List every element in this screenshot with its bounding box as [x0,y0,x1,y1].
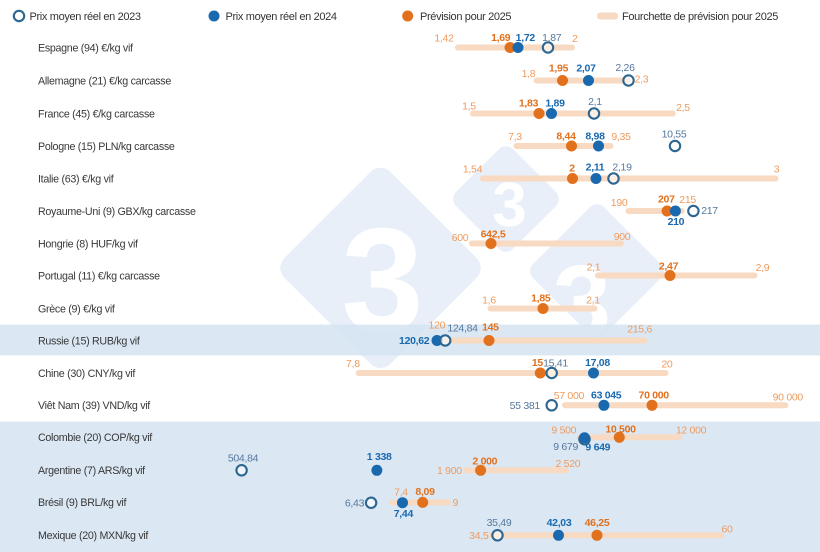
svg-text:Grèce (9) €/kg vif: Grèce (9) €/kg vif [38,303,115,315]
svg-text:7,3: 7,3 [508,131,522,143]
svg-text:Royaume-Uni (9) GBX/kg carcass: Royaume-Uni (9) GBX/kg carcasse [38,206,196,218]
svg-text:2,1: 2,1 [588,96,602,108]
svg-text:Chine (30) CNY/kg vif: Chine (30) CNY/kg vif [38,368,135,380]
svg-text:Italie (63) €/kg vif: Italie (63) €/kg vif [38,173,114,185]
svg-text:504,84: 504,84 [228,453,259,465]
svg-text:12 000: 12 000 [676,425,707,437]
svg-text:2,5: 2,5 [676,102,690,114]
svg-text:8,44: 8,44 [556,131,576,143]
svg-text:Pologne (15) PLN/kg carcasse: Pologne (15) PLN/kg carcasse [38,141,175,153]
svg-text:2,11: 2,11 [586,162,605,174]
svg-text:15,41: 15,41 [543,358,568,370]
svg-text:1,89: 1,89 [545,98,565,110]
svg-text:8,09: 8,09 [415,486,435,498]
svg-text:3: 3 [492,171,526,240]
svg-text:2,3: 2,3 [635,74,649,86]
svg-text:1,87: 1,87 [542,32,562,44]
svg-text:2,47: 2,47 [659,261,679,273]
svg-text:Colombie (20) COP/kg vif: Colombie (20) COP/kg vif [38,432,152,444]
svg-text:7,4: 7,4 [394,486,408,498]
svg-text:120,62: 120,62 [399,335,430,347]
svg-text:2,9: 2,9 [756,262,770,274]
svg-text:France (45) €/kg carcasse: France (45) €/kg carcasse [38,108,155,120]
svg-text:215,6: 215,6 [627,323,652,335]
svg-text:124,84: 124,84 [447,323,478,335]
svg-text:9 500: 9 500 [551,425,576,437]
svg-text:8,98: 8,98 [585,131,605,143]
svg-text:642,5: 642,5 [481,229,506,241]
svg-text:2: 2 [569,163,575,175]
svg-text:6,43: 6,43 [345,498,365,510]
svg-text:Brésil (9) BRL/kg vif: Brésil (9) BRL/kg vif [38,497,126,509]
svg-text:215: 215 [679,194,696,206]
svg-text:2,26: 2,26 [615,62,635,74]
svg-text:42,03: 42,03 [547,517,572,529]
svg-text:2,1: 2,1 [587,262,601,274]
svg-text:2 000: 2 000 [472,456,497,468]
svg-text:Portugal (11) €/kg carcasse: Portugal (11) €/kg carcasse [38,270,160,282]
svg-text:17,08: 17,08 [585,357,610,369]
svg-text:1,85: 1,85 [531,293,551,305]
svg-text:Viêt Nam (39) VND/kg vif: Viêt Nam (39) VND/kg vif [38,400,150,412]
svg-text:210: 210 [668,216,685,228]
svg-text:190: 190 [611,197,628,209]
svg-text:Russie (15) RUB/kg vif: Russie (15) RUB/kg vif [38,335,140,347]
svg-text:145: 145 [482,322,499,334]
svg-text:2,19: 2,19 [612,162,632,174]
svg-text:Espagne (94) €/kg vif: Espagne (94) €/kg vif [38,42,133,54]
svg-text:63 045: 63 045 [591,390,622,402]
svg-text:1,6: 1,6 [482,294,496,306]
svg-text:10 500: 10 500 [605,423,636,435]
svg-text:1,8: 1,8 [522,68,536,80]
svg-text:10,55: 10,55 [662,129,687,141]
svg-text:Prix moyen réel en 2024: Prix moyen réel en 2024 [226,11,337,23]
svg-text:1,83: 1,83 [519,98,539,110]
svg-text:2,1: 2,1 [586,294,600,306]
svg-text:600: 600 [452,232,469,244]
svg-text:55 381: 55 381 [510,400,541,412]
svg-text:3: 3 [774,164,780,176]
svg-text:900: 900 [614,231,631,243]
svg-text:1,54: 1,54 [463,164,483,176]
svg-text:9 649: 9 649 [585,442,610,454]
svg-text:Argentine (7) ARS/kg vif: Argentine (7) ARS/kg vif [38,465,145,477]
svg-text:34,5: 34,5 [469,530,489,542]
svg-text:20: 20 [661,359,673,371]
svg-text:60: 60 [721,523,733,535]
svg-text:Allemagne (21) €/kg carcasse: Allemagne (21) €/kg carcasse [38,75,171,87]
svg-text:1,72: 1,72 [516,32,536,44]
svg-text:Fourchette de prévision pour 2: Fourchette de prévision pour 2025 [622,11,778,23]
svg-text:46,25: 46,25 [585,517,610,529]
svg-text:1,42: 1,42 [434,33,454,45]
svg-text:1,69: 1,69 [491,32,511,44]
svg-text:35,49: 35,49 [487,517,512,529]
svg-text:90 000: 90 000 [773,391,804,403]
svg-text:2,07: 2,07 [576,63,596,75]
svg-text:217: 217 [701,205,718,217]
svg-text:1 900: 1 900 [437,465,462,477]
svg-text:Mexique (20) MXN/kg vif: Mexique (20) MXN/kg vif [38,530,148,542]
svg-text:Prix moyen réel en 2023: Prix moyen réel en 2023 [30,11,141,23]
svg-text:9 679: 9 679 [553,441,578,453]
svg-text:1,5: 1,5 [462,101,476,113]
svg-text:120: 120 [428,319,445,331]
svg-text:70 000: 70 000 [639,390,670,402]
svg-text:7,8: 7,8 [346,358,360,370]
svg-text:2 520: 2 520 [556,458,581,470]
svg-text:1 338: 1 338 [367,451,392,463]
svg-text:9: 9 [453,497,459,509]
svg-text:57 000: 57 000 [554,390,585,402]
svg-text:Hongrie (8) HUF/kg vif: Hongrie (8) HUF/kg vif [38,238,138,250]
svg-text:9,35: 9,35 [611,131,631,143]
svg-text:7,44: 7,44 [394,508,414,520]
svg-text:1,95: 1,95 [549,63,569,75]
svg-text:Prévision pour 2025: Prévision pour 2025 [420,11,511,23]
svg-text:15: 15 [532,357,544,369]
svg-text:207: 207 [658,194,675,206]
svg-text:2: 2 [572,33,578,45]
